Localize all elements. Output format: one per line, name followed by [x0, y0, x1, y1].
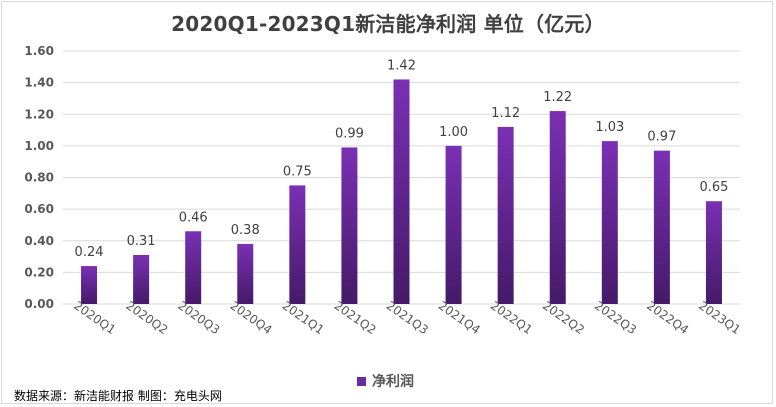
- legend-label: 净利润: [372, 374, 414, 390]
- y-tick-label: 0.60: [24, 202, 54, 216]
- data-label: 0.97: [647, 130, 676, 145]
- bar: [289, 185, 306, 304]
- bar: [653, 150, 670, 304]
- data-label: 0.99: [335, 126, 364, 141]
- data-label: 0.38: [231, 223, 260, 238]
- y-tick-label: 1.40: [24, 76, 54, 90]
- bar: [549, 111, 566, 305]
- bar: [601, 141, 618, 304]
- y-tick-label: 0.40: [24, 234, 54, 248]
- source-note: 数据来源：新洁能财报 制图：充电头网: [14, 389, 222, 403]
- data-label: 1.42: [387, 58, 416, 73]
- data-label: 1.12: [491, 106, 520, 121]
- bar: [497, 126, 514, 305]
- data-label: 0.46: [179, 210, 208, 225]
- data-label: 1.03: [595, 120, 624, 135]
- legend-swatch: [357, 376, 366, 386]
- data-label: 0.31: [127, 234, 156, 249]
- bar: [393, 79, 410, 305]
- y-tick-label: 1.20: [24, 107, 54, 121]
- y-tick-label: 0.20: [24, 265, 54, 279]
- bar: [133, 254, 150, 304]
- chart-title: 2020Q1-2023Q1新洁能净利润 单位（亿元）: [171, 12, 605, 36]
- bar: [81, 266, 98, 304]
- y-tick-label: 0.80: [24, 171, 54, 185]
- bar: [705, 201, 722, 304]
- data-label: 0.75: [283, 164, 312, 179]
- y-tick-label: 1.60: [24, 44, 54, 58]
- bars: [81, 79, 722, 305]
- bar: [185, 231, 202, 304]
- data-label: 1.22: [543, 90, 572, 105]
- data-label: 1.00: [439, 125, 468, 140]
- bar: [237, 243, 254, 304]
- data-labels: 0.24 0.31 0.46 0.38 0.75 0.99 1.42 1.00 1.12 1.22…: [75, 58, 729, 260]
- legend: 净利润: [357, 371, 414, 391]
- y-tick-label: 0.00: [24, 297, 54, 311]
- bar: [445, 145, 462, 304]
- y-tick-label: 1.00: [24, 139, 54, 153]
- data-label: 0.65: [699, 180, 728, 195]
- bar: [341, 147, 358, 304]
- y-axis: 0.00 0.20 0.40 0.60 0.80 1.00 1.20 1.40 1.60: [24, 44, 54, 311]
- data-label: 0.24: [75, 245, 104, 260]
